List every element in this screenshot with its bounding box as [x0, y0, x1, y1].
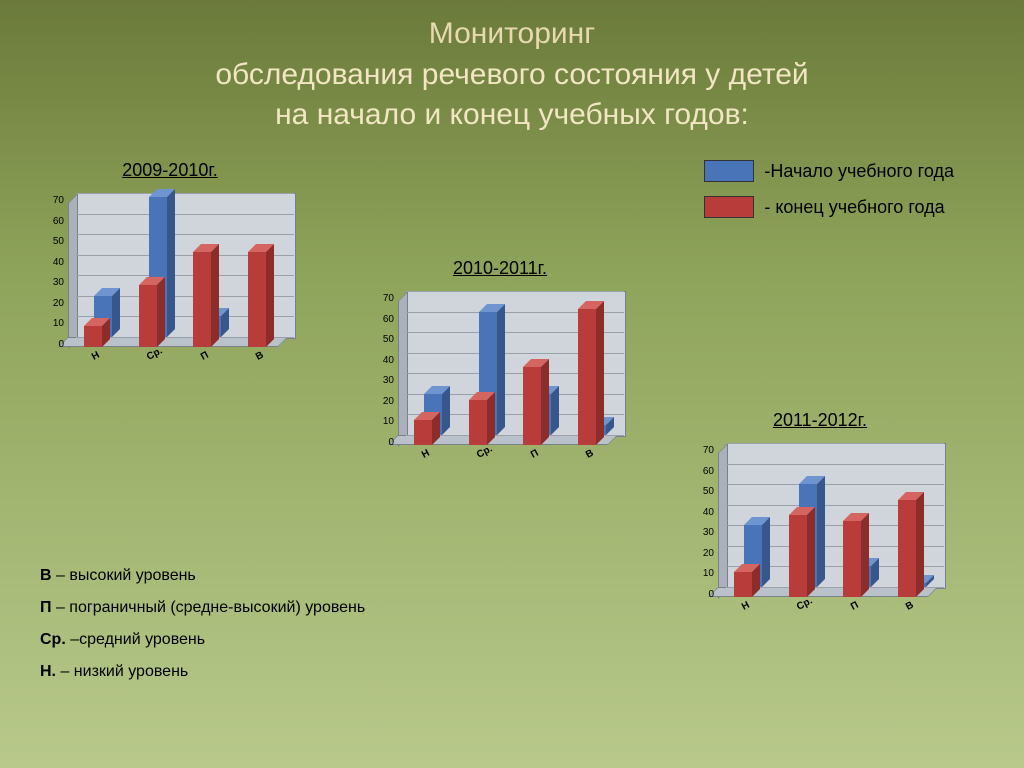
bar: [248, 252, 266, 347]
bar: [898, 500, 916, 597]
y-tick: 50: [374, 334, 394, 345]
x-tick: Ср.: [145, 345, 164, 362]
legend-item-end: - конец учебного года: [704, 196, 954, 218]
legend: -Начало учебного года - конец учебного г…: [704, 160, 954, 232]
y-tick: 40: [44, 257, 64, 268]
y-tick: 50: [694, 486, 714, 497]
x-tick: Н: [420, 448, 432, 461]
level-key: В – высокий уровень П – пограничный (сре…: [40, 560, 365, 688]
chart-title: 2009-2010г.: [40, 160, 300, 181]
x-tick: П: [529, 448, 541, 461]
title-line-2: обследования речевого состояния у детей: [215, 58, 808, 91]
chart: 2010-2011г. 0 10 20 30 40 50 60 70 Н Ср. П В: [370, 258, 630, 467]
key-row: В – высокий уровень: [40, 560, 365, 592]
y-tick: 20: [44, 298, 64, 309]
key-row: Ср. –средний уровень: [40, 624, 365, 656]
bar: [84, 326, 102, 347]
bar: [193, 252, 211, 347]
bar: [789, 515, 807, 597]
x-tick: Н: [90, 350, 102, 363]
slide-title: Мониторинг обследования речевого состоян…: [0, 14, 1024, 136]
y-tick: 30: [374, 375, 394, 386]
x-tick: Н: [740, 600, 752, 613]
bar: [578, 309, 596, 445]
y-tick: 40: [694, 507, 714, 518]
legend-label-end: - конец учебного года: [764, 197, 944, 218]
bar: [843, 521, 861, 597]
bar: [469, 400, 487, 445]
y-tick: 0: [44, 339, 64, 350]
bar: [139, 285, 157, 347]
legend-item-start: -Начало учебного года: [704, 160, 954, 182]
key-row: П – пограничный (средне-высокий) уровень: [40, 592, 365, 624]
x-tick: В: [904, 600, 916, 613]
key-row: Н. – низкий уровень: [40, 656, 365, 688]
y-tick: 60: [374, 314, 394, 325]
legend-swatch-end: [704, 196, 754, 218]
y-tick: 50: [44, 236, 64, 247]
chart-title: 2010-2011г.: [370, 258, 630, 279]
title-line-1: Мониторинг: [429, 17, 595, 50]
legend-label-start: -Начало учебного года: [764, 161, 954, 182]
x-tick: Ср.: [795, 595, 814, 612]
y-tick: 40: [374, 355, 394, 366]
y-tick: 10: [694, 568, 714, 579]
y-tick: 70: [694, 445, 714, 456]
legend-swatch-start: [704, 160, 754, 182]
y-tick: 10: [374, 416, 394, 427]
x-tick: В: [254, 350, 266, 363]
x-tick: П: [199, 350, 211, 363]
x-tick: П: [849, 600, 861, 613]
y-tick: 30: [44, 277, 64, 288]
y-tick: 10: [44, 318, 64, 329]
bar: [523, 367, 541, 445]
chart: 2011-2012г. 0 10 20 30 40 50 60 70 Н Ср. П В: [690, 410, 950, 619]
x-tick: В: [584, 448, 596, 461]
y-tick: 20: [374, 396, 394, 407]
y-tick: 70: [374, 293, 394, 304]
y-tick: 0: [374, 437, 394, 448]
x-tick: Ср.: [475, 443, 494, 460]
y-tick: 20: [694, 548, 714, 559]
y-tick: 30: [694, 527, 714, 538]
chart: 2009-2010г. 0 10 20 30 40 50 60 70 Н Ср. П В: [40, 160, 300, 369]
chart-title: 2011-2012г.: [690, 410, 950, 431]
y-tick: 0: [694, 589, 714, 600]
chart-plot: 0 10 20 30 40 50 60 70 Н Ср. П В: [40, 187, 300, 369]
y-tick: 60: [694, 466, 714, 477]
chart-plot: 0 10 20 30 40 50 60 70 Н Ср. П В: [690, 437, 950, 619]
bar: [414, 420, 432, 445]
chart-plot: 0 10 20 30 40 50 60 70 Н Ср. П В: [370, 285, 630, 467]
title-line-3: на начало и конец учебных годов:: [275, 98, 749, 131]
y-tick: 70: [44, 195, 64, 206]
bar: [734, 572, 752, 597]
y-tick: 60: [44, 216, 64, 227]
